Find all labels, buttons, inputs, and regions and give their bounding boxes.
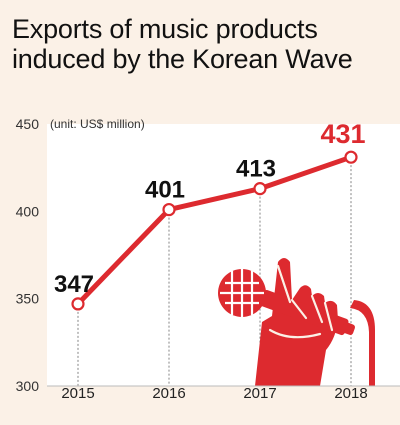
plot-band [47, 124, 400, 386]
hand-microphone-icon [218, 258, 375, 386]
y-axis-ticks: 300 350 400 450 [16, 116, 40, 394]
y-tick-label: 300 [16, 378, 40, 394]
data-label: 347 [54, 271, 94, 298]
unit-note: (unit: US$ million) [50, 117, 145, 131]
y-tick-label: 350 [16, 291, 40, 307]
series-2015-2018: 347 401 413 431 [54, 119, 366, 311]
data-label: 401 [145, 177, 185, 204]
chart-title-line-1: Exports of music products [12, 14, 318, 44]
y-tick-label: 400 [16, 203, 40, 219]
data-point [162, 202, 176, 217]
data-point [71, 297, 85, 311]
data-point [253, 182, 267, 196]
x-tick-label: 2016 [152, 385, 185, 402]
chart-title: Exports of music products induced by the… [12, 14, 353, 74]
series-line [75, 154, 354, 307]
data-label: 431 [320, 119, 365, 149]
data-label: 413 [236, 156, 276, 183]
x-tick-label: 2015 [61, 385, 94, 402]
x-axis-labels: 2015 2016 2017 2018 [61, 385, 367, 402]
chart-title-line-2: induced by the Korean Wave [12, 44, 353, 74]
data-point [344, 150, 358, 164]
x-tick-label: 2018 [334, 385, 367, 402]
y-tick-label: 450 [16, 116, 40, 132]
x-tick-label: 2017 [243, 385, 276, 402]
